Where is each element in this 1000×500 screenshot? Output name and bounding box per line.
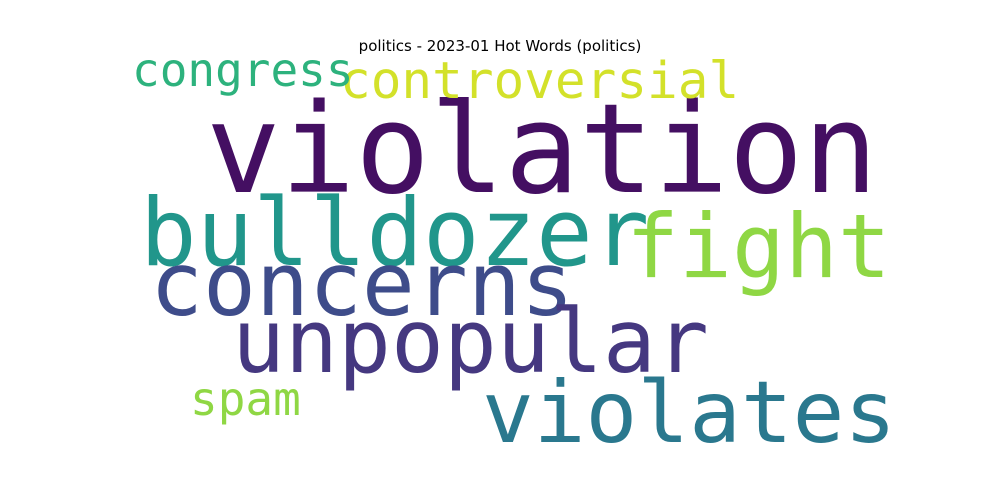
word-concerns: concerns	[150, 233, 574, 336]
chart-title: politics - 2023-01 Hot Words (politics)	[358, 37, 642, 55]
word-unpopular: unpopular	[232, 290, 709, 393]
word-violates: violates	[482, 363, 896, 463]
word-congress: congress	[132, 43, 354, 97]
word-bulldozer: bulldozer	[140, 179, 649, 288]
word-controversial: controversial	[340, 52, 739, 111]
word-violation: violation	[206, 78, 878, 222]
word-spam: spam	[190, 372, 301, 426]
word-fight: fight	[626, 195, 891, 298]
